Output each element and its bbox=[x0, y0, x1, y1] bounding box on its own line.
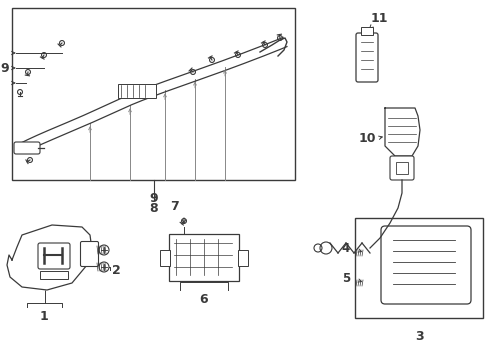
Text: 3: 3 bbox=[415, 330, 423, 343]
Text: 2: 2 bbox=[112, 264, 121, 276]
Bar bbox=[40, 271, 68, 279]
FancyBboxPatch shape bbox=[356, 33, 378, 82]
Bar bbox=[238, 250, 248, 266]
Text: 5: 5 bbox=[342, 271, 350, 284]
Bar bbox=[355, 218, 483, 318]
FancyBboxPatch shape bbox=[38, 243, 70, 269]
Text: 10: 10 bbox=[359, 131, 376, 144]
Polygon shape bbox=[385, 108, 420, 156]
FancyBboxPatch shape bbox=[169, 234, 239, 281]
FancyBboxPatch shape bbox=[390, 156, 414, 180]
Text: 7: 7 bbox=[170, 200, 178, 213]
Bar bbox=[396, 162, 408, 174]
Bar bbox=[160, 250, 170, 266]
FancyBboxPatch shape bbox=[381, 226, 471, 304]
FancyBboxPatch shape bbox=[80, 242, 98, 266]
Text: 6: 6 bbox=[200, 293, 208, 306]
Text: 9: 9 bbox=[0, 62, 9, 75]
FancyBboxPatch shape bbox=[118, 84, 156, 98]
Text: 9: 9 bbox=[149, 192, 158, 205]
Bar bbox=[12, 8, 295, 180]
Text: 4: 4 bbox=[342, 242, 350, 255]
FancyBboxPatch shape bbox=[14, 142, 40, 154]
Polygon shape bbox=[7, 225, 92, 290]
Text: 1: 1 bbox=[40, 310, 49, 323]
Bar bbox=[361, 27, 373, 35]
Text: 11: 11 bbox=[371, 12, 389, 25]
Text: 8: 8 bbox=[149, 202, 158, 215]
